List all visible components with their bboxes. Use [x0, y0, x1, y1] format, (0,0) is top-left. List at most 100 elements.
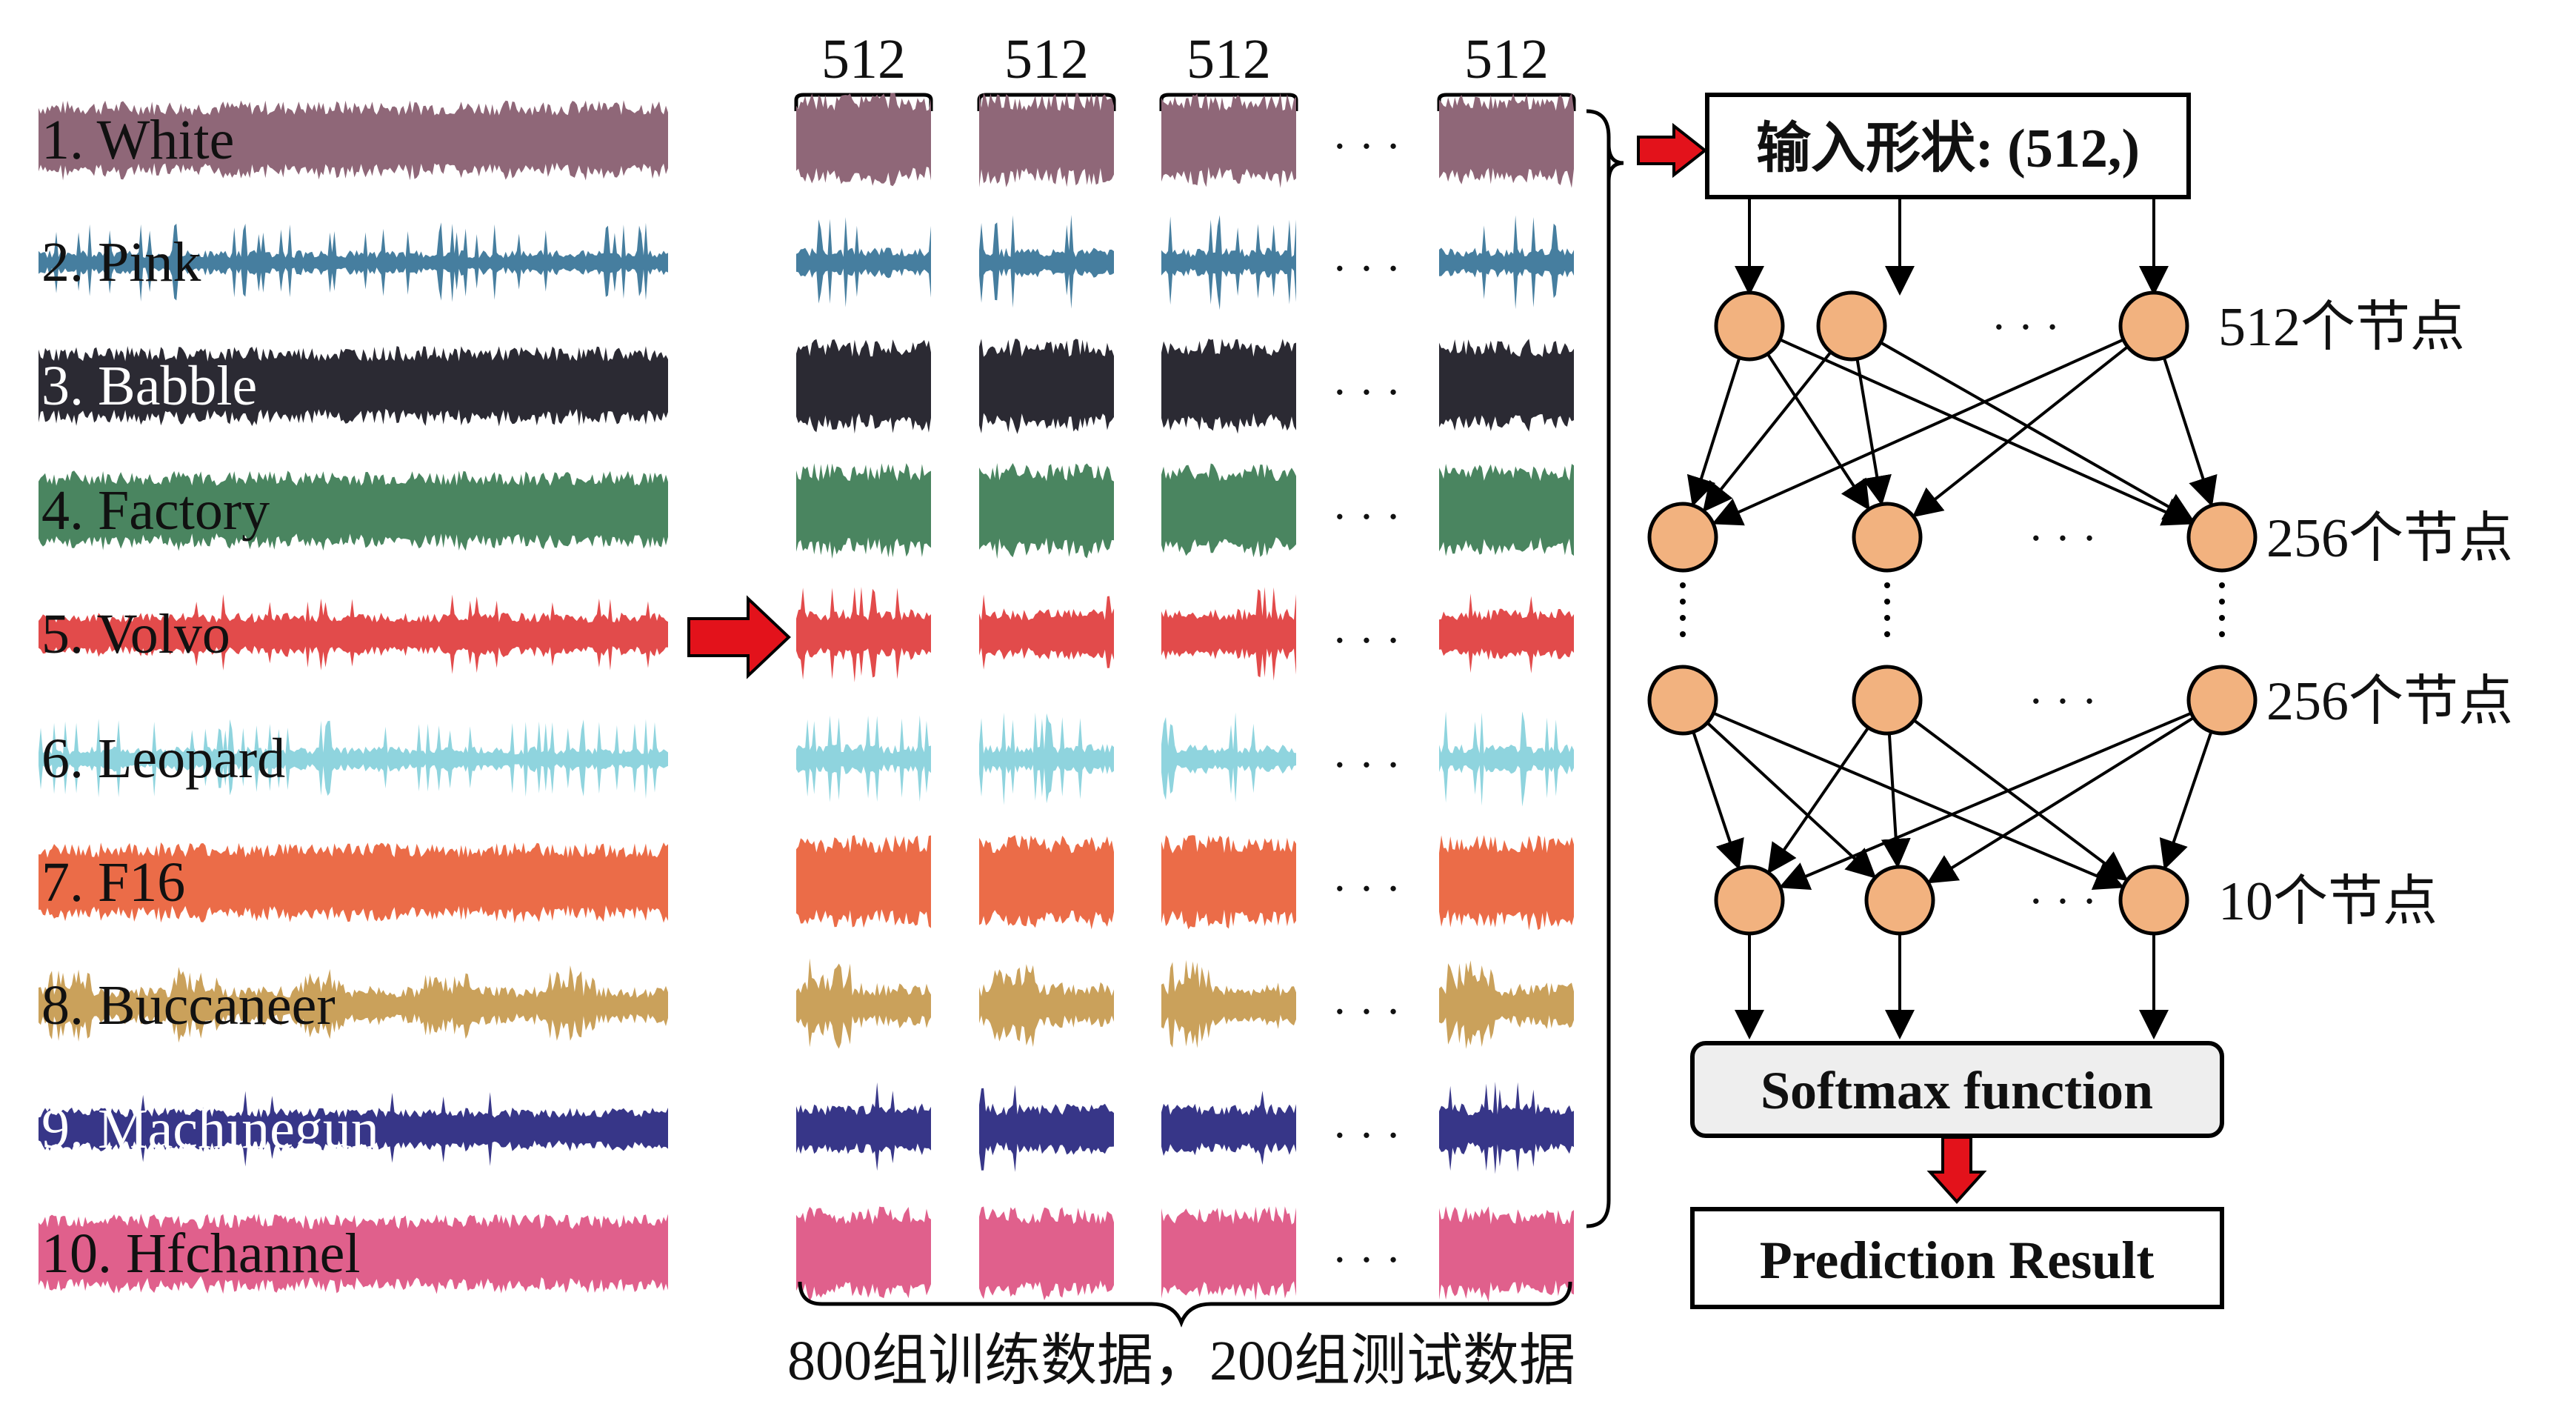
- vertical-dot: [1884, 582, 1890, 588]
- network-node: [1852, 502, 1923, 573]
- right-curly-brace: [1586, 109, 1624, 1228]
- vertical-dot: [1884, 631, 1890, 637]
- network-node: [1647, 665, 1718, 736]
- vertical-dot: [1680, 615, 1686, 621]
- segment-grid: 512 512 512 512 · · · · · · · · · · · · · · · · ·…: [794, 28, 1576, 1302]
- ellipsis: · · ·: [1332, 492, 1401, 542]
- noise-row: 6. Leopard: [39, 719, 668, 799]
- segment-length-label: 512: [821, 28, 906, 90]
- noise-row: 8. Buccaneer: [39, 965, 668, 1043]
- network-node: [1816, 290, 1887, 362]
- connection-arrow: [1881, 733, 1911, 869]
- network-node: [2118, 290, 2189, 362]
- segment-length-label: 512: [1004, 28, 1089, 90]
- vertical-dot: [1680, 631, 1686, 637]
- noise-row: 3. Babble: [39, 346, 668, 427]
- layer-node-count-label: 256个节点: [2266, 671, 2513, 732]
- bottom-caption: 800组训练数据，200组测试数据: [787, 1330, 1575, 1392]
- node-ellipsis: · · ·: [2029, 676, 2098, 727]
- network-node: [1714, 290, 1785, 362]
- connection-arrow: [1706, 722, 1877, 879]
- network-node: [2118, 865, 2189, 936]
- ellipsis: · · ·: [1332, 616, 1401, 666]
- noise-label: 1. White: [41, 109, 234, 171]
- ellipsis: · · ·: [1332, 1111, 1401, 1161]
- vertical-dot: [2219, 582, 2225, 588]
- connection-arrow: [1767, 726, 1870, 874]
- network-node: [1647, 502, 1718, 573]
- noise-label: 8. Buccaneer: [41, 974, 336, 1037]
- connection-arrow: [1712, 338, 2124, 526]
- layer-node-count-label: 512个节点: [2218, 297, 2465, 358]
- segment-waveform: [796, 958, 931, 1049]
- segment-waveform: [796, 1082, 931, 1171]
- ellipsis: · · ·: [1332, 740, 1401, 791]
- noise-label: 10. Hfchannel: [41, 1222, 361, 1285]
- ellipsis: · · ·: [1332, 864, 1401, 914]
- connection-arrow: [1766, 353, 1870, 510]
- connection-arrow: [1692, 731, 1744, 871]
- softmax-label: Softmax function: [1761, 1061, 2153, 1120]
- prediction-result-box: Prediction Result: [1690, 1207, 2224, 1309]
- noise-row: 7. F16: [39, 842, 668, 924]
- connection-arrow: [1702, 350, 1832, 513]
- network-node: [2186, 502, 2258, 573]
- noise-label: 5. Volvo: [41, 603, 230, 665]
- noise-row: 10. Hfchannel: [39, 1214, 668, 1294]
- to-network-arrow-red: [1637, 122, 1708, 179]
- connection-arrow: [2162, 357, 2218, 508]
- vertical-dot: [1680, 582, 1686, 588]
- noise-label: 2. Pink: [41, 231, 201, 293]
- noise-label: 9. Machinegun: [41, 1098, 379, 1160]
- connection-arrow: [2159, 731, 2213, 871]
- ellipsis: · · ·: [1332, 987, 1401, 1037]
- noise-label: 6. Leopard: [41, 728, 285, 790]
- softmax-to-result-arrow-red: [1926, 1136, 1987, 1204]
- node-ellipsis: · · ·: [2029, 876, 2098, 927]
- connection-arrow: [1912, 345, 2129, 518]
- noise-row: 5. Volvo: [39, 594, 668, 674]
- vertical-dot: [2219, 631, 2225, 637]
- input-shape-label: 输入形状: (512,): [1756, 119, 2140, 179]
- ellipsis: · · ·: [1332, 1235, 1401, 1285]
- vertical-dot: [1680, 599, 1686, 605]
- segment-brace: 512: [1159, 28, 1298, 111]
- segment-waveform: [979, 594, 1114, 670]
- connection-arrow: [1855, 359, 1892, 506]
- noise-label: 3. Babble: [41, 355, 257, 417]
- softmax-box: Softmax function: [1690, 1041, 2224, 1138]
- connection-arrow: [1912, 719, 2129, 882]
- noise-row: 9. Machinegun: [39, 1091, 668, 1167]
- vertical-dot: [2219, 599, 2225, 605]
- vertical-dot: [1884, 615, 1890, 621]
- connection-arrow: [1779, 338, 2193, 526]
- connection-arrow: [1778, 711, 2192, 891]
- segment-length-label: 512: [1187, 28, 1271, 90]
- segment-brace: 512: [794, 28, 933, 111]
- network-node: [2186, 665, 2258, 736]
- input-shape-box: 输入形状: (512,): [1705, 93, 2191, 199]
- network-node: [1864, 865, 1935, 936]
- segment-brace: 512: [1437, 28, 1576, 111]
- noise-row: 1. White: [39, 100, 668, 181]
- layer-node-count-label: 256个节点: [2266, 508, 2513, 569]
- bottom-brace: [798, 1281, 1572, 1328]
- connection-arrow: [1712, 711, 2125, 890]
- node-ellipsis: · · ·: [1992, 302, 2061, 353]
- noise-label: 7. F16: [41, 851, 185, 914]
- noise-label: 4. Factory: [41, 479, 270, 542]
- connection-arrow: [1686, 357, 1741, 507]
- network-node: [1852, 665, 1923, 736]
- vertical-dot: [1884, 599, 1890, 605]
- segment-brace: 512: [977, 28, 1116, 111]
- node-ellipsis: · · ·: [2029, 513, 2098, 564]
- ellipsis: · · ·: [1332, 244, 1401, 294]
- connection-arrow: [1880, 341, 2195, 522]
- segment-length-label: 512: [1464, 28, 1549, 90]
- prediction-result-label: Prediction Result: [1760, 1231, 2155, 1290]
- ellipsis: · · ·: [1332, 122, 1401, 172]
- layer-node-count-label: 10个节点: [2218, 871, 2437, 932]
- noise-row: 2. Pink: [39, 222, 668, 302]
- ellipsis: · · ·: [1332, 367, 1401, 418]
